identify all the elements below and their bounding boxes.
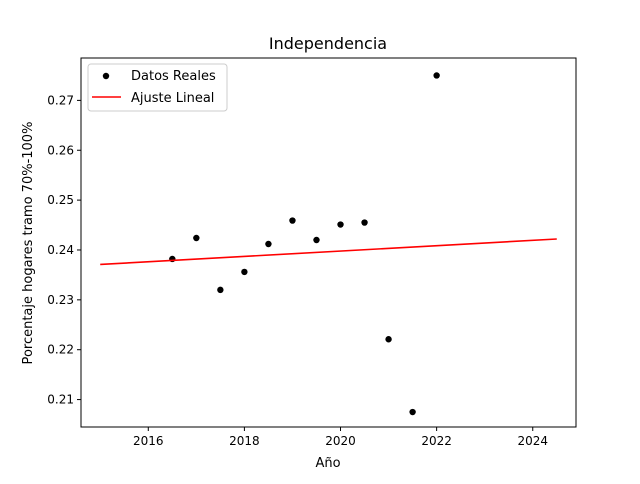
plot-area: 2016 2018 2020 2022 2024 0.21 0.22 0.23 0.24 0.25… bbox=[47, 57, 577, 448]
data-point bbox=[265, 240, 272, 248]
data-point bbox=[337, 221, 344, 228]
y-tick-label: 0.22 bbox=[47, 343, 74, 357]
y-tick-label: 0.26 bbox=[47, 143, 74, 157]
data-point bbox=[409, 408, 416, 416]
x-axis-label: Año bbox=[315, 456, 340, 471]
data-point bbox=[385, 336, 392, 343]
chart-title: Independencia bbox=[269, 34, 387, 53]
data-point bbox=[193, 234, 200, 242]
data-point bbox=[433, 72, 440, 79]
legend-label: Ajuste Lineal bbox=[131, 91, 214, 106]
legend-box bbox=[87, 63, 228, 112]
data-point bbox=[217, 286, 224, 294]
y-axis-label: Porcentaje hogares tramo 70%-100% bbox=[21, 122, 36, 365]
legend-marker-scatter bbox=[102, 72, 110, 80]
data-point bbox=[241, 268, 248, 276]
legend: Datos Reales Ajuste Lineal bbox=[87, 63, 228, 112]
x-tick-label: 2022 bbox=[421, 434, 452, 448]
legend-label: Datos Reales bbox=[131, 69, 216, 84]
data-point bbox=[289, 217, 296, 224]
x-tick-label: 2018 bbox=[229, 434, 260, 448]
y-tick-label: 0.23 bbox=[47, 293, 74, 307]
y-tick-label: 0.27 bbox=[47, 93, 74, 107]
y-tick-label: 0.24 bbox=[47, 243, 74, 257]
axes-frame bbox=[80, 57, 577, 428]
x-tick-label: 2024 bbox=[517, 434, 548, 448]
y-tick-label: 0.25 bbox=[47, 193, 74, 207]
fit-line bbox=[100, 238, 557, 266]
data-point bbox=[313, 236, 320, 244]
x-tick-label: 2020 bbox=[325, 434, 356, 448]
x-tick-label: 2016 bbox=[133, 434, 164, 448]
y-tick-label: 0.21 bbox=[47, 393, 74, 407]
data-point bbox=[361, 219, 368, 226]
